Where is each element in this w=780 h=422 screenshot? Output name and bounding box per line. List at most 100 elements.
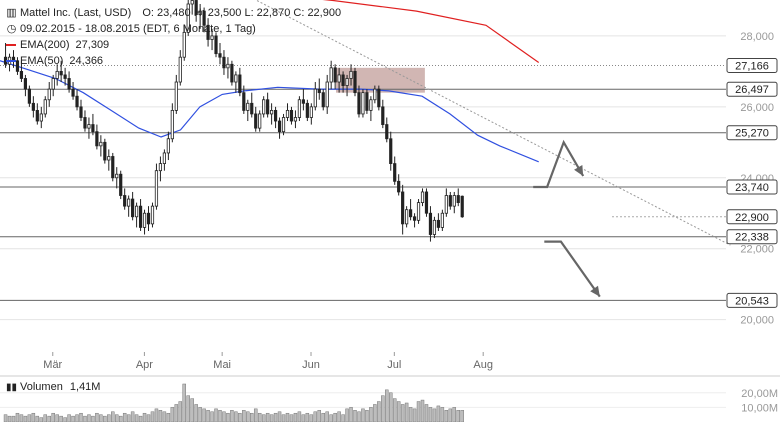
candle-down [273,109,278,122]
candle-up [158,163,163,172]
volume-bar [297,411,302,422]
volume-bar [309,414,314,422]
volume-icon: ▮▮ [6,382,18,393]
volume-bar [95,412,99,422]
month-label: Mär [43,359,62,371]
candle-down [79,106,83,118]
candle-up [178,56,182,83]
volume-bar [365,410,369,422]
level-label: 23,740 [735,182,769,194]
volume-bar [51,412,55,422]
price-axis: 28,00026,00024,00022,00020,00027,16626,4… [726,31,778,327]
candle-down [428,212,433,235]
candle-up [43,99,47,115]
legend-ema50-value: 24,366 [69,55,104,67]
candle-up [452,195,456,207]
volume-bar [273,412,278,422]
candle-down [460,195,464,218]
legend-ema200[interactable]: EMA(200) 27,309 [6,39,109,51]
candle-up [182,31,186,58]
volume-label: Volumen [20,381,63,393]
volume-bar [138,415,143,422]
candle-up [142,212,147,228]
volume-bar [47,415,51,422]
candle-down [317,88,321,94]
level-label: 25,270 [735,128,769,140]
price-tick-label: 26,000 [740,102,774,114]
chart-icon: ▥ [6,7,17,19]
volume-bar [369,407,373,422]
volume-bar [281,414,286,422]
volume-bar [412,408,417,422]
volume-bar [293,412,298,422]
candle-up [39,113,43,122]
volume-bar [114,414,119,422]
candle-down [131,198,135,218]
volume-bar [214,408,218,422]
volume-bar [404,402,409,422]
volume-bar [186,395,190,422]
volume-bar [432,408,437,422]
volume-bar [134,414,139,422]
volume-bar [353,410,357,422]
candle-down [119,173,123,196]
volume-bar [301,414,306,422]
volume-bar [253,408,258,422]
volume-bar [388,392,393,422]
volume-bar [289,414,294,422]
candle-down [230,63,234,83]
candle-down [397,180,401,193]
volume-bar [381,395,385,422]
ema50-swatch [6,60,16,63]
volume-bar [111,411,115,422]
volume-bar [257,412,262,422]
ema200-swatch [6,44,16,47]
volume-bar [170,407,175,422]
candle-down [242,92,246,111]
ema200-line [322,0,540,63]
volume-bar [424,404,429,422]
level-label: 22,338 [735,232,769,244]
volume-bar [142,412,147,422]
volume-bar [416,401,421,422]
month-label: Jul [387,359,401,371]
volume-bar [321,412,325,422]
level-label-box [726,81,778,97]
candle-up [281,117,286,133]
candle-up [134,205,139,218]
volume-bar [440,407,445,422]
volume-bar [337,411,341,422]
candle-down [408,209,413,218]
candle-up [432,219,437,235]
time-axis: Mär Apr Mai Jun Jul Aug [0,352,780,377]
volume-bar [392,398,397,422]
level-label-box [726,179,778,195]
candle-up [285,109,290,118]
candle-up [115,173,119,179]
candle-up [349,70,353,79]
volume-bar [234,411,238,422]
volume-bar [357,411,361,422]
candle-up [99,141,103,147]
candle-up [174,81,178,111]
candle-down [341,74,345,86]
volume-bar [246,411,250,422]
candle-down [206,24,210,40]
volume-bar [238,412,242,422]
candle-up [51,78,55,90]
level-label-box [726,209,778,225]
month-label: Apr [136,359,153,371]
volume-panel: 20,00M 10,00M [0,383,778,422]
candlesticks [3,0,464,242]
candle-down [35,109,39,122]
volume-bar [230,410,234,422]
legend-ema50[interactable]: EMA(50) 24,366 [6,55,103,67]
level-label: 27,166 [735,60,769,72]
level-label: 26,497 [735,84,769,96]
volume-bar [436,405,441,422]
volume-bar [226,412,230,422]
candle-down [218,53,222,58]
volume-bar [154,408,159,422]
volume-bar [349,407,353,422]
volume-bar [285,412,290,422]
